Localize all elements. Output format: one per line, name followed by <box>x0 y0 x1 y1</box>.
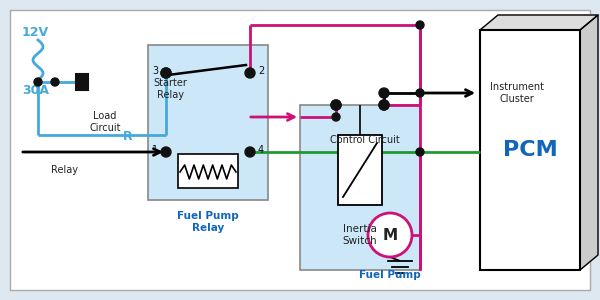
Circle shape <box>416 21 424 29</box>
Circle shape <box>379 100 389 110</box>
Circle shape <box>161 68 171 78</box>
Polygon shape <box>480 15 598 30</box>
Circle shape <box>368 213 412 257</box>
Text: Starter
Relay: Starter Relay <box>153 78 187 100</box>
Text: 30A: 30A <box>22 83 49 97</box>
Text: 12V: 12V <box>22 26 49 38</box>
Text: 4: 4 <box>258 145 264 155</box>
Bar <box>338 135 382 205</box>
Text: Fuel Pump
Relay: Fuel Pump Relay <box>177 211 239 233</box>
Text: Load
Circuit: Load Circuit <box>89 111 121 133</box>
Circle shape <box>331 100 341 110</box>
Circle shape <box>416 89 424 97</box>
Circle shape <box>332 113 340 121</box>
Text: Relay: Relay <box>52 165 79 175</box>
Circle shape <box>161 68 171 78</box>
Text: Instrument
Cluster: Instrument Cluster <box>490 82 544 104</box>
Bar <box>148 45 268 200</box>
Text: Fuel Pump: Fuel Pump <box>359 270 421 280</box>
Circle shape <box>245 147 255 157</box>
Circle shape <box>51 78 59 86</box>
Bar <box>178 154 238 188</box>
Circle shape <box>379 100 389 110</box>
Bar <box>300 105 420 270</box>
Text: Inertia
Switch: Inertia Switch <box>343 224 377 246</box>
Text: 1: 1 <box>152 145 158 155</box>
Polygon shape <box>580 15 598 270</box>
Text: 2: 2 <box>258 66 264 76</box>
Text: Control Circuit: Control Circuit <box>330 135 400 145</box>
Text: R: R <box>123 130 133 142</box>
Circle shape <box>161 147 171 157</box>
Circle shape <box>245 68 255 78</box>
Bar <box>480 30 580 270</box>
Circle shape <box>34 78 42 86</box>
Text: PCM: PCM <box>503 140 557 160</box>
Circle shape <box>416 148 424 156</box>
Circle shape <box>379 88 389 98</box>
Circle shape <box>331 100 341 110</box>
Text: 3: 3 <box>152 66 158 76</box>
Bar <box>76 74 88 90</box>
Text: M: M <box>382 227 398 242</box>
